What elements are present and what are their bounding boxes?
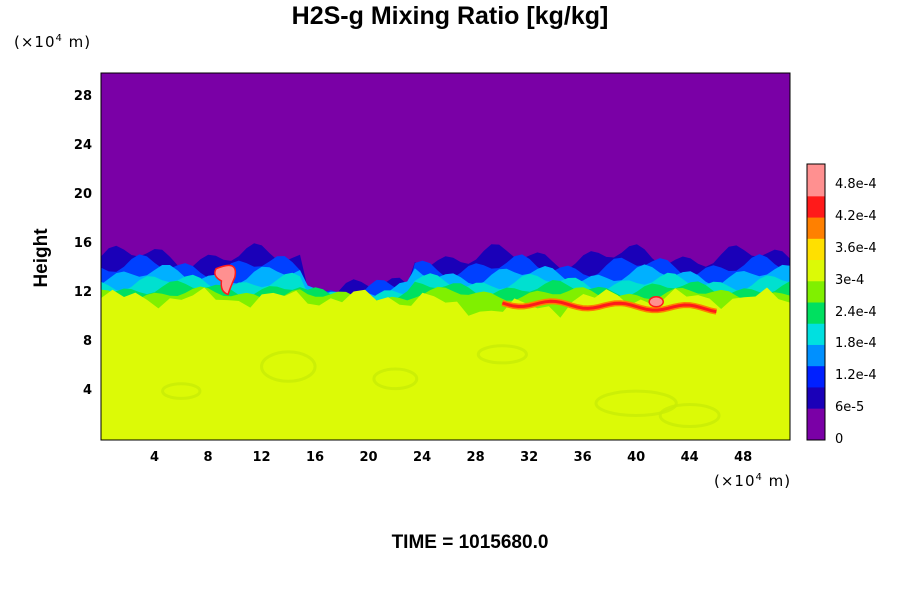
colorbar-segment [807,164,825,176]
y-tick-label: 8 [82,334,92,350]
colorbar-segment [807,291,825,303]
colorbar-segment [807,206,825,218]
colorbar-segment [807,238,825,250]
time-label: TIME = 1015680.0 [391,532,549,553]
y-tick-label: 24 [73,138,92,154]
x-tick-label: 44 [680,450,699,465]
swirl [658,403,721,429]
colorbar-segment [807,227,825,239]
x-tick-label: 28 [466,450,485,465]
colorbar-segment [807,302,825,314]
colorbar-segment [807,217,825,229]
colorbar-segment [807,195,825,207]
x-tick-label: 8 [203,450,213,465]
colorbar-segment [807,429,825,441]
colorbar-tick-label: 4.8e-4 [835,177,877,193]
x-axis-unit: (×104 m) [714,472,792,490]
swirl [372,367,419,391]
colorbar-segment [807,376,825,388]
colorbar-segment [807,386,825,399]
colorbar-tick-label: 2.4e-4 [835,304,877,320]
colorbar-tick-label: 4.2e-4 [835,209,877,225]
lower-layer [101,287,790,440]
colorbar-segment [807,312,825,324]
colorbar-tick-label: 1.2e-4 [835,368,877,384]
colorbar-segment [807,185,825,197]
swirl [594,389,678,418]
x-tick-label: 36 [573,450,592,465]
swirl [161,382,202,400]
colorbar-segment [807,418,825,430]
colorbar-segment [807,323,825,335]
peak-blob [648,296,664,308]
colorbar-segment [807,333,825,345]
swirl [260,350,317,383]
y-tick-label: 28 [73,89,92,105]
colorbar-tick-label: 1.8e-4 [835,336,877,352]
peak-blob [214,264,237,296]
heatmap-field [101,73,790,440]
colorbar-segment [807,365,825,377]
x-tick-label: 4 [149,450,160,465]
y-axis-unit: (×104 m) [14,33,92,51]
colorbar-segment [807,408,825,420]
colorbar-frame [806,163,826,441]
y-tick-label: 4 [82,383,92,399]
y-tick-label: 16 [73,236,92,252]
colorbar-segment [807,397,825,409]
y-tick-label: 12 [73,285,92,301]
x-tick-label: 24 [413,450,432,465]
plot-frame [100,72,791,441]
colorbar [806,163,826,441]
x-tick-label: 48 [734,450,753,465]
colorbar-tick-label: 3e-4 [835,272,865,288]
y-tick-label: 20 [73,187,92,203]
colorbar-segment [807,174,825,186]
x-tick-label: 32 [520,450,539,465]
high-streak [501,299,717,314]
colorbar-tick-label: 0 [835,432,844,447]
colorbar-segment [807,355,825,367]
colorbar-segment [807,259,825,271]
swirl [476,344,528,365]
x-tick-label: 20 [359,450,378,465]
colorbar-tick-label: 6e-5 [835,400,865,416]
colorbar-segment [807,248,825,261]
colorbar-segment [807,344,825,356]
x-tick-label: 40 [627,450,646,465]
colorbar-segment [807,280,825,292]
x-tick-label: 16 [306,450,325,465]
colorbar-tick-label: 3.6e-4 [835,240,877,256]
colorbar-segment [807,270,825,282]
x-tick-label: 12 [252,450,271,465]
chart-title: H2S-g Mixing Ratio [kg/kg] [291,2,609,30]
